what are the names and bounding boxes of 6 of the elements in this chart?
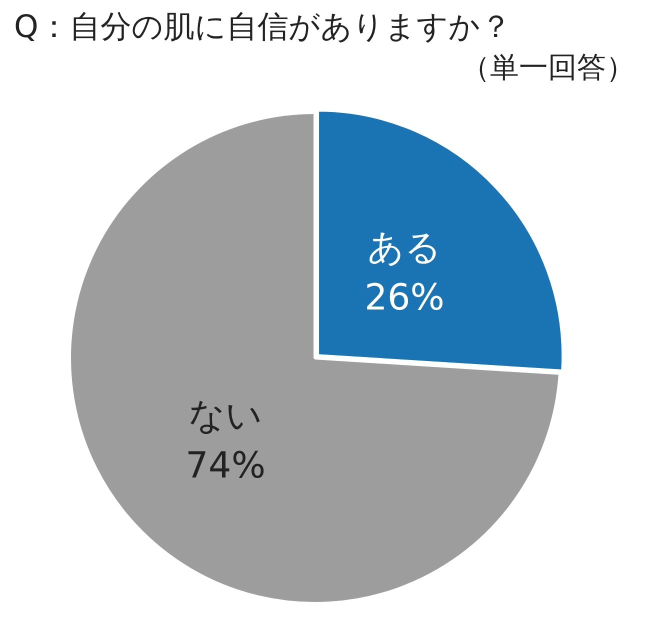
data-label: 74% xyxy=(186,445,266,486)
slice-label: ない xyxy=(188,395,263,436)
chart-subtitle: （単一回答） xyxy=(461,49,635,86)
data-label: 26% xyxy=(364,277,444,318)
chart-title: Q：自分の肌に自信がありますか？ xyxy=(14,8,512,47)
slice-label: ある xyxy=(367,227,442,268)
